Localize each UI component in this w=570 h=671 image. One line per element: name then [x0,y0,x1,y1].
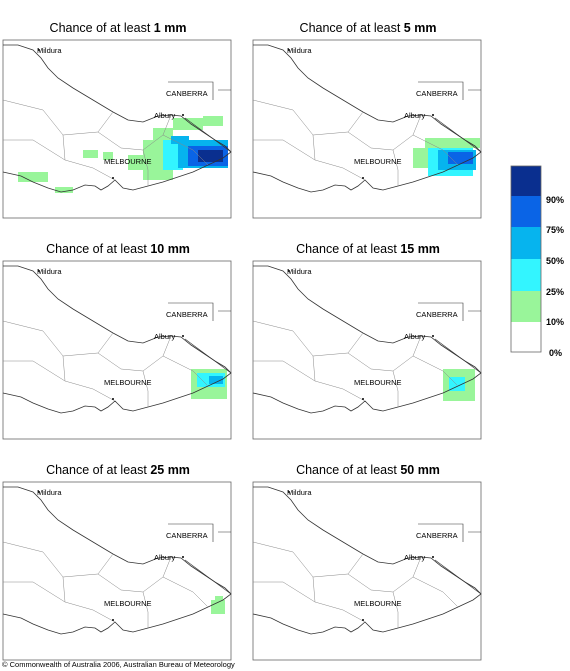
place-label: CANBERRA [416,531,458,540]
map-panel: Chance of at least 25 mm Mildura CANBERRA A… [2,463,232,661]
rain-cell [203,116,223,126]
map-panel: Chance of at least 15 mm Mildura CANBERRA A… [252,242,482,440]
place-label: MELBOURNE [104,157,152,166]
panel-title: Chance of at least 25 mm [46,463,190,477]
place-label: CANBERRA [166,89,208,98]
panel-amount: 50 mm [400,463,440,477]
place-label: Mildura [287,488,312,497]
rain-cell [153,128,173,140]
place-label: Mildura [37,46,62,55]
rain-cell [209,376,223,384]
rain-cell [211,600,225,614]
rain-cell [128,155,143,170]
map-outline [2,481,232,661]
legend: 90% 75% 50% 25% 10% 0% [510,165,564,358]
legend-label: 10% [546,317,564,327]
legend-swatch [511,322,541,352]
place-label: CANBERRA [416,310,458,319]
place-label: Mildura [287,46,312,55]
place-label: Mildura [37,267,62,276]
legend-swatch [511,259,541,291]
panel-title: Chance of at least 50 mm [296,463,440,477]
place-label: MELBOURNE [354,599,402,608]
panel-title-text: Chance of at least [50,21,151,35]
panel-amount: 5 mm [404,21,437,35]
place-label: Albury [404,332,426,341]
place-label: MELBOURNE [104,599,152,608]
panel-amount: 1 mm [154,21,187,35]
legend-swatch [511,291,541,322]
panel-title: Chance of at least 15 mm [296,242,440,256]
map-panel: Chance of at least 5 mm Mildura CANBERRA Al… [252,21,482,219]
place-label: MELBOURNE [104,378,152,387]
panels: Chance of at least 1 mm Mildura CANBERRA Al… [2,21,482,661]
place-label: MELBOURNE [354,378,402,387]
place-label: CANBERRA [166,310,208,319]
panel-title: Chance of at least 1 mm [50,21,187,35]
rain-cell [83,150,98,158]
panel-title-text: Chance of at least [46,463,147,477]
rain-cell [215,596,223,602]
place-label: Mildura [287,267,312,276]
panel-amount: 25 mm [150,463,190,477]
place-label: Albury [154,332,176,341]
legend-swatch [511,196,541,227]
legend-swatch [511,227,541,259]
legend-label: 90% [546,195,564,205]
place-label: Albury [154,553,176,562]
map-panel: Chance of at least 10 mm Mildura CANBERRA A… [2,242,232,440]
legend-label: 75% [546,225,564,235]
place-label: Mildura [37,488,62,497]
panel-title: Chance of at least 5 mm [300,21,437,35]
panel-amount: 15 mm [400,242,440,256]
rain-cell [198,150,223,162]
map-outline [252,39,482,219]
legend-label: 50% [546,256,564,266]
place-label: Albury [154,111,176,120]
map-panel: Chance of at least 50 mm Mildura CANBERRA A… [252,463,482,661]
rain-cell [55,187,73,193]
map-outline [2,260,232,440]
rain-cell [448,152,473,164]
legend-frame [510,165,542,353]
place-label: Albury [404,111,426,120]
place-label: Albury [404,553,426,562]
panel-title: Chance of at least 10 mm [46,242,190,256]
panel-title-text: Chance of at least [300,21,401,35]
rain-cell [18,172,48,182]
rain-cell [449,377,465,391]
map-panel: Chance of at least 1 mm Mildura CANBERRA Al… [2,21,232,219]
place-label: CANBERRA [416,89,458,98]
place-label: CANBERRA [166,531,208,540]
place-label: MELBOURNE [354,157,402,166]
rain-cell [413,148,428,168]
panel-title-text: Chance of at least [296,463,397,477]
panel-title-text: Chance of at least [296,242,397,256]
legend-label: 25% [546,287,564,297]
rain-cell [103,152,113,160]
rain-cell [425,138,480,148]
legend-swatch [511,166,541,196]
panel-amount: 10 mm [150,242,190,256]
footer: © Commonwealth of Australia 2006, Austra… [2,660,235,669]
panel-title-text: Chance of at least [46,242,147,256]
map-outline [252,260,482,440]
legend-label: 0% [549,348,562,358]
map-outline [252,481,482,661]
